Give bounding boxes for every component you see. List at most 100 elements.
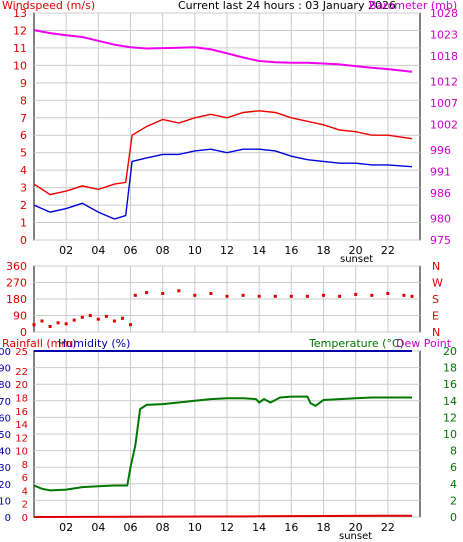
humidity-label: Humidity (%) (58, 337, 130, 350)
direction-degree-label: 90 (13, 310, 27, 323)
barometer-tick-label: 1002 (430, 118, 458, 131)
rainfall-label: Rainfall (mm) (2, 337, 76, 350)
barometer-tick-label: 975 (430, 234, 451, 247)
windspeed-tick-label: 5 (20, 147, 27, 160)
direction-point (112, 319, 116, 323)
windspeed-tick-label: 2 (20, 199, 27, 212)
barometer-tick-label: 980 (430, 213, 451, 226)
temp-x-tick-label: 06 (124, 521, 138, 534)
barometer-tick-label: 1007 (430, 97, 458, 110)
rainfall-tick-label: 16 (15, 407, 28, 418)
direction-point (80, 315, 84, 319)
direction-point (121, 316, 124, 320)
rainfall-tick-label: 14 (15, 420, 28, 431)
humidity-tick-label: 90 (0, 364, 11, 375)
rainfall-line (33, 514, 412, 518)
humidity-tick-label: 20 (0, 480, 11, 491)
wind-x-tick-label: 06 (124, 244, 138, 257)
humidity-tick-label: 10 (0, 496, 11, 507)
humidity-tick-label: 50 (0, 430, 11, 441)
temperature-tick-label: 14 (443, 395, 457, 408)
temp-series-group (33, 350, 412, 518)
temp-x-tick-label: 18 (317, 521, 331, 534)
wind-x-tick-label: 12 (220, 244, 234, 257)
direction-point (354, 292, 358, 296)
rainfall-tick-label: 6 (22, 473, 28, 484)
humidity-tick-label: 40 (0, 447, 11, 458)
temp-x-tick-label: 22 (381, 521, 395, 534)
direction-point (56, 321, 60, 325)
direction-point (129, 323, 132, 327)
direction-point (289, 294, 293, 298)
temperature-line (33, 395, 412, 492)
direction-compass-label: N (432, 260, 440, 273)
direction-point (225, 294, 229, 298)
direction-point (322, 293, 325, 297)
temp-x-tick-label: 04 (91, 521, 105, 534)
rainfall-tick-label: 10 (15, 447, 28, 458)
windspeed-tick-label: 4 (20, 164, 27, 177)
wind-x-tick-label: 20 (349, 244, 363, 257)
windspeed-tick-label: 8 (20, 94, 27, 107)
temperature-axis-ticks: 0 2 4 6 8 10 12 14 16 18 20 (443, 345, 457, 524)
direction-point (257, 294, 261, 298)
temperature-tick-label: 6 (450, 461, 457, 474)
windspeed-tick-label: 1 (20, 217, 27, 230)
wind-x-tick-label: 04 (91, 244, 105, 257)
barometer-tick-label: 991 (430, 165, 451, 178)
direction-point (305, 294, 309, 298)
rainfall-axis-ticks: 0 2 4 6 8 10 12 14 16 18 20 22 25 (15, 347, 28, 524)
temp-x-tick-label: 14 (252, 521, 266, 534)
wind-grid (34, 12, 420, 241)
direction-point (104, 314, 108, 318)
direction-point (64, 322, 68, 326)
windspeed-tick-label: 6 (20, 129, 27, 142)
temperature-tick-label: 12 (443, 411, 457, 424)
direction-point (32, 323, 36, 327)
sunset-label-bottom: sunset (339, 531, 372, 542)
rainfall-tick-label: 25 (15, 347, 28, 358)
direction-point (145, 291, 149, 295)
rainfall-tick-label: 22 (15, 367, 28, 378)
wind-x-tick-label: 08 (156, 244, 170, 257)
direction-degree-label: 180 (6, 293, 27, 306)
direction-point (177, 289, 181, 293)
temperature-tick-label: 10 (443, 428, 457, 441)
temperature-tick-label: 2 (450, 494, 457, 507)
direction-degree-label: 0 (20, 326, 27, 339)
barometer-tick-label: 1012 (430, 76, 458, 89)
windspeed-tick-label: 7 (20, 112, 27, 125)
windspeed-label: Windspeed (m/s) (2, 0, 95, 12)
wind-x-tick-label: 22 (381, 244, 395, 257)
humidity-tick-label: 60 (0, 413, 11, 424)
rainfall-tick-label: 12 (15, 433, 28, 444)
direction-point (40, 319, 44, 323)
rainfall-tick-label: 8 (22, 460, 28, 471)
temp-x-tick-label: 02 (59, 521, 73, 534)
temperature-tick-label: 4 (450, 478, 457, 491)
barometer-tick-label: 1028 (430, 7, 458, 20)
wind-series-group (33, 29, 413, 220)
direction-point (241, 293, 245, 297)
windspeed-tick-label: 9 (20, 77, 27, 90)
direction-point (193, 293, 197, 297)
temperature-tick-label: 0 (450, 511, 457, 524)
direction-point (273, 294, 277, 298)
temp-x-tick-label: 12 (220, 521, 234, 534)
temperature-label: Temperature (°C) (308, 337, 404, 350)
temp-x-tick-label: 10 (188, 521, 202, 534)
humidity-axis-ticks: 0 10 20 30 40 50 60 70 80 90 100 (0, 347, 11, 524)
sunset-label-top: sunset (340, 254, 373, 265)
direction-compass-label: E (432, 310, 439, 323)
barometer-label: Barometer (mb) (369, 0, 457, 12)
wind-gust-line (33, 110, 413, 196)
wind-x-tick-label: 18 (317, 244, 331, 257)
direction-point (410, 294, 414, 298)
temp-x-tick-label: 16 (284, 521, 298, 534)
windspeed-tick-label: 3 (20, 182, 27, 195)
temperature-tick-label: 8 (450, 445, 457, 458)
